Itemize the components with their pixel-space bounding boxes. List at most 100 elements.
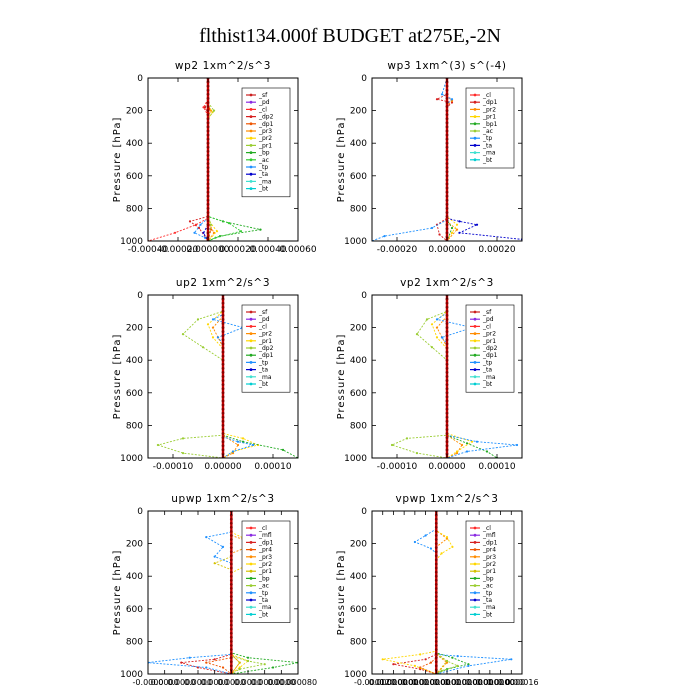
series-line_ta [202, 78, 209, 241]
data-point_ta [202, 231, 205, 234]
legend-marker [473, 541, 477, 544]
x-tick-label: -0.00020 [158, 245, 199, 255]
data-point_tp [193, 231, 196, 234]
x-tick-label: 0.00020 [219, 245, 256, 255]
zero-line-marker [445, 113, 449, 117]
legend-label: _bp [258, 575, 270, 582]
data-point_tp [430, 226, 434, 230]
zero-line-marker [229, 529, 233, 533]
y-tick-label: 400 [350, 572, 367, 582]
zero-line-marker [206, 96, 210, 100]
panel-title: wp2 1xm^2/s^3 [175, 60, 271, 72]
zero-line-marker [221, 366, 225, 370]
y-tick-label: 800 [126, 204, 143, 214]
zero-line-marker [229, 574, 233, 578]
legend-marker [473, 613, 477, 616]
zero-line-marker [445, 322, 449, 325]
legend-label: _sf [258, 309, 268, 316]
zero-line-marker [445, 137, 449, 141]
data-point_dp1 [213, 658, 216, 661]
zero-line-marker [445, 379, 449, 382]
legend-label: _pr1 [258, 568, 272, 575]
series-line_pr2 [230, 511, 266, 674]
legend-label: _tp [258, 164, 268, 171]
zero-line-marker [206, 194, 210, 198]
legend-label: _tp [482, 590, 492, 597]
zero-line-marker [445, 145, 449, 149]
legend-label: _dp2 [482, 345, 498, 352]
zero-line-marker [206, 178, 210, 182]
zero-line-marker [445, 80, 449, 84]
zero-line-marker [221, 375, 225, 378]
zero-line-marker [445, 366, 449, 370]
zero-line-marker [445, 444, 449, 448]
legend-label: _bt [482, 157, 493, 164]
zero-line-marker [221, 432, 225, 435]
legend-label: _cl [482, 525, 491, 532]
zero-line-marker [206, 88, 210, 92]
data-point_dp2 [201, 346, 205, 349]
zero-line-marker [445, 346, 449, 350]
zero-line-marker [434, 635, 438, 639]
legend-marker [249, 339, 253, 343]
zero-line-marker [445, 326, 449, 329]
zero-line-marker [229, 635, 233, 639]
zero-line-marker [445, 149, 449, 153]
series-line_pr4 [419, 511, 437, 674]
zero-line-marker [221, 448, 225, 452]
legend-marker [473, 533, 477, 537]
zero-line-marker [445, 387, 449, 391]
zero-line-marker [445, 219, 449, 223]
zero-line-marker [445, 117, 449, 121]
legend-label: _dp1 [258, 539, 274, 546]
legend-marker [249, 555, 253, 559]
zero-line-marker [206, 215, 210, 218]
zero-line-marker [434, 562, 438, 566]
data-point_pr2 [231, 452, 235, 455]
zero-line-marker [229, 566, 233, 570]
zero-line-marker [445, 330, 449, 334]
zero-line-marker [229, 538, 233, 541]
data-point_dp2 [430, 346, 434, 349]
legend-label: _pr2 [258, 135, 272, 142]
x-tick-label: 0.0000 [497, 678, 525, 687]
legend: _cl_mfl_dp1_pr4_pr3_pr2_pr1_bp_ac_tp_ta_… [465, 520, 515, 623]
series-group [148, 78, 262, 241]
zero-line-marker [229, 554, 233, 558]
series-line_ac [435, 511, 459, 674]
panel-3: up2 1xm^2/s^3 Pressure [hPa] 0 200 400 600 800… [112, 277, 299, 472]
legend-marker [473, 325, 477, 328]
legend-marker [473, 584, 477, 587]
y-tick-label: 1000 [120, 670, 143, 680]
legend-label: _cl [258, 525, 267, 532]
legend-label: _cl [258, 106, 267, 113]
y-tick-label: 0 [137, 74, 143, 84]
zero-line-marker [221, 395, 225, 399]
panel-2: wp3 1xm^(3) s^(-4) Pressure [hPa] 0 200 400 6… [336, 60, 523, 255]
zero-line-marker [206, 223, 210, 227]
legend-label: _ma [482, 374, 496, 381]
data-point_pr2 [451, 545, 454, 549]
zero-line-marker [445, 141, 449, 145]
legend-marker [249, 526, 253, 530]
zero-line-marker [206, 121, 210, 125]
x-tick-label: 0.00040 [249, 245, 286, 255]
zero-line-marker [434, 513, 438, 517]
x-tick-label: 0.0000 [401, 678, 429, 687]
data-point_tp [205, 666, 208, 669]
legend-label: _bt [482, 611, 493, 618]
data-point_pr1 [455, 450, 459, 453]
zero-line-marker [229, 595, 233, 598]
data-point_dp2 [181, 452, 185, 455]
legend-label: _ma [258, 374, 272, 381]
zero-line-marker [434, 664, 438, 668]
zero-line-marker [206, 170, 210, 174]
zero-line-marker [229, 623, 233, 627]
zero-line-marker [229, 534, 233, 537]
y-tick-label: 0 [137, 507, 143, 517]
zero-line-marker [434, 615, 438, 619]
zero-line-marker [445, 129, 449, 133]
zero-line-marker [445, 154, 449, 157]
zero-line-marker [434, 656, 438, 660]
zero-line-marker [445, 313, 449, 317]
